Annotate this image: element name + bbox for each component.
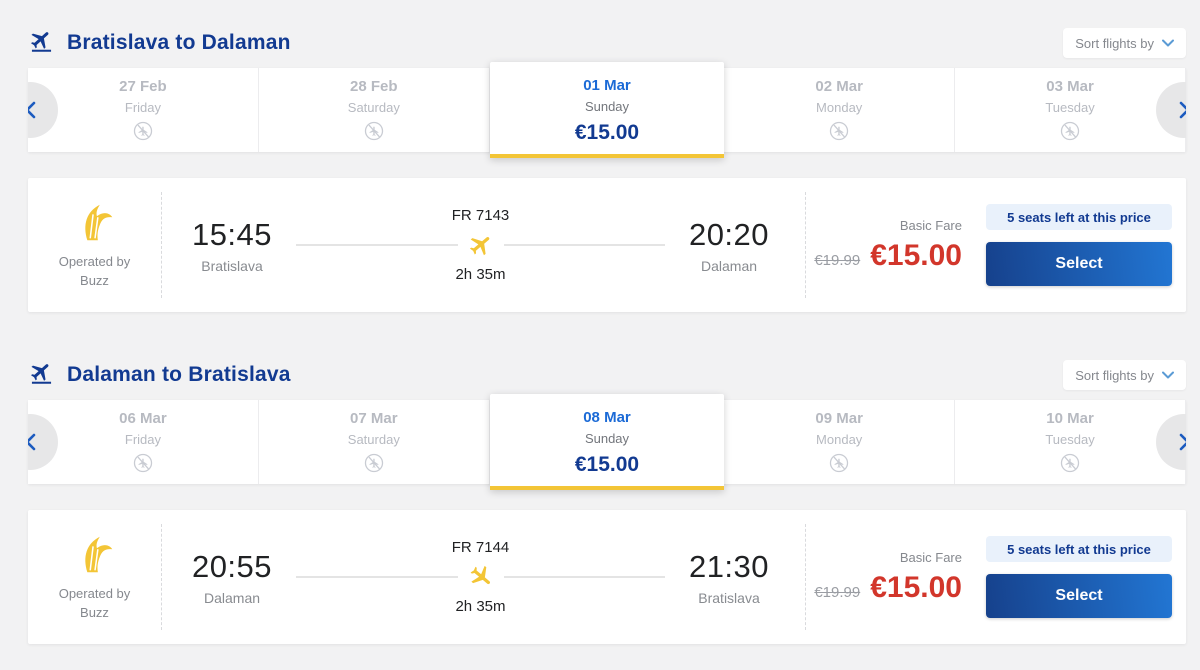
date-option[interactable]: 03 Mar Tuesday [955, 68, 1186, 152]
no-flight-icon [830, 453, 849, 473]
chevron-down-icon [1162, 371, 1174, 379]
fare-type-label: Basic Fare [899, 217, 962, 233]
route-block: FR 7144 2h 35m [280, 539, 681, 615]
no-flight-icon [1060, 121, 1080, 141]
section-header: Dalaman to Bratislava Sort flights by [27, 357, 1186, 392]
page-title: Dalaman to Bratislava [67, 363, 291, 386]
arrival-time: 20:20 [688, 216, 770, 252]
chevron-down-icon [1162, 39, 1174, 47]
divider [161, 524, 162, 630]
operated-by-label: Operated by Buzz [58, 585, 131, 621]
flight-number: FR 7143 [451, 207, 510, 224]
buzz-harp-logo [84, 536, 112, 572]
sort-flights-dropdown[interactable]: Sort flights by [1063, 28, 1186, 58]
date-option-selected[interactable]: 08 Mar Sunday €15.00 [489, 394, 725, 490]
chevron-right-icon [1179, 433, 1186, 451]
sort-flights-label: Sort flights by [1075, 35, 1154, 51]
price-block: Basic Fare €19.99 €15.00 [806, 218, 986, 273]
divider [805, 524, 806, 630]
seats-left-badge: 5 seats left at this price [986, 204, 1172, 230]
date-option[interactable]: 10 Mar Tuesday [955, 400, 1186, 484]
flight-duration: 2h 35m [455, 266, 506, 283]
no-flight-icon [133, 121, 153, 141]
arrival-block: 21:30 Bratislava [681, 549, 777, 606]
outbound-section: Bratislava to Dalaman Sort flights by 27… [27, 25, 1186, 312]
arrival-block: 20:20 Dalaman [681, 217, 777, 274]
current-price: €15.00 [870, 238, 962, 272]
date-option[interactable]: 07 Mar Saturday [258, 400, 490, 484]
no-flight-icon [830, 121, 849, 141]
chevron-left-icon [28, 101, 35, 119]
no-flight-icon [364, 453, 383, 473]
departure-block: 15:45 Bratislava [184, 217, 280, 274]
flight-card: Operated by Buzz 15:45 Bratislava FR 714… [28, 178, 1186, 312]
plane-takeoff-icon [27, 357, 55, 391]
flight-card: Operated by Buzz 20:55 Dalaman FR 7144 [28, 510, 1186, 644]
plane-takeoff-icon [467, 232, 494, 258]
chevron-left-icon [28, 433, 35, 451]
original-price: €19.99 [814, 583, 861, 601]
section-header: Bratislava to Dalaman Sort flights by [27, 25, 1186, 60]
departure-time: 15:45 [191, 216, 273, 252]
date-option[interactable]: 28 Feb Saturday [258, 68, 490, 152]
current-price: €15.00 [870, 570, 962, 604]
divider [805, 192, 806, 298]
flight-number: FR 7144 [451, 539, 510, 556]
plane-takeoff-icon [27, 25, 55, 59]
date-option[interactable]: 02 Mar Monday [724, 68, 956, 152]
flight-results-page: Bratislava to Dalaman Sort flights by 27… [27, 25, 1186, 644]
date-option-selected[interactable]: 01 Mar Sunday €15.00 [489, 62, 725, 158]
arrival-time: 21:30 [688, 548, 770, 584]
date-carousel: 27 Feb Friday 28 Feb Saturday 01 Mar Sun… [28, 62, 1186, 158]
operator-block: Operated by Buzz [28, 200, 161, 291]
buzz-harp-logo [84, 204, 112, 240]
select-flight-button[interactable]: Select [986, 242, 1172, 286]
no-flight-icon [1060, 453, 1080, 473]
no-flight-icon [133, 453, 153, 473]
departure-time: 20:55 [191, 548, 273, 584]
select-flight-button[interactable]: Select [986, 574, 1172, 618]
route-block: FR 7143 2h 35m [280, 207, 681, 283]
page-title: Bratislava to Dalaman [67, 31, 291, 54]
date-option[interactable]: 27 Feb Friday [28, 68, 259, 152]
no-flight-icon [364, 121, 383, 141]
arrival-city: Dalaman [700, 257, 758, 274]
departure-city: Dalaman [203, 589, 261, 606]
return-section: Dalaman to Bratislava Sort flights by 06… [27, 357, 1186, 644]
date-option[interactable]: 06 Mar Friday [28, 400, 259, 484]
plane-landing-icon [467, 564, 494, 590]
operated-by-label: Operated by Buzz [58, 253, 131, 289]
price-block: Basic Fare €19.99 €15.00 [806, 550, 986, 605]
departure-block: 20:55 Dalaman [184, 549, 280, 606]
operator-block: Operated by Buzz [28, 532, 161, 623]
departure-city: Bratislava [201, 257, 263, 274]
arrival-city: Bratislava [698, 589, 760, 606]
original-price: €19.99 [814, 251, 861, 269]
seats-left-badge: 5 seats left at this price [986, 536, 1172, 562]
date-carousel: 06 Mar Friday 07 Mar Saturday 08 Mar Sun… [28, 394, 1186, 490]
fare-type-label: Basic Fare [899, 549, 962, 565]
chevron-right-icon [1179, 101, 1186, 119]
date-option[interactable]: 09 Mar Monday [724, 400, 956, 484]
date-price: €15.00 [574, 121, 640, 144]
divider [161, 192, 162, 298]
flight-duration: 2h 35m [455, 598, 506, 615]
sort-flights-dropdown[interactable]: Sort flights by [1063, 360, 1186, 390]
sort-flights-label: Sort flights by [1075, 367, 1154, 383]
date-price: €15.00 [574, 453, 640, 476]
